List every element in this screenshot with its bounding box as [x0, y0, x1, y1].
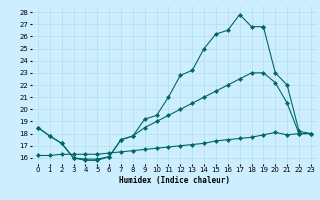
X-axis label: Humidex (Indice chaleur): Humidex (Indice chaleur)	[119, 176, 230, 185]
